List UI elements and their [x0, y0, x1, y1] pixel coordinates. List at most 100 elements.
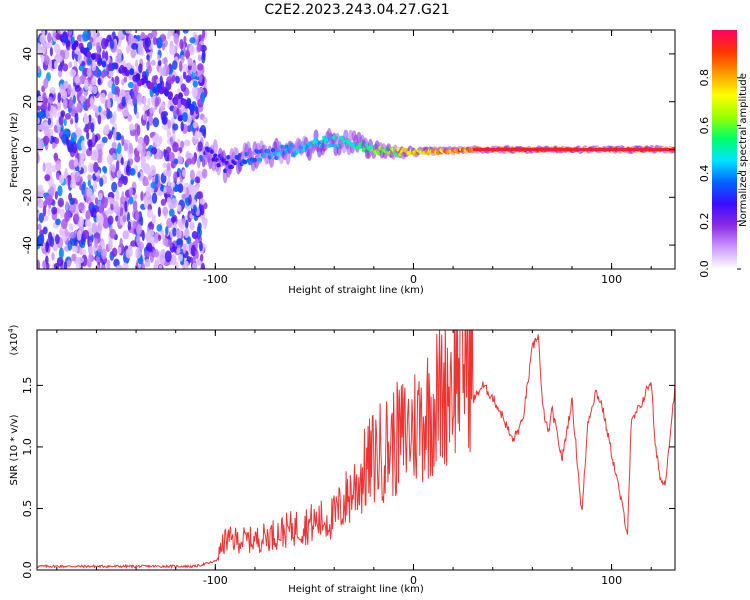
heatmap-speckle: [107, 98, 111, 110]
heatmap-diagonal-mark: [178, 92, 184, 100]
x-tick-label: 100: [601, 574, 622, 587]
heatmap-speckle: [189, 256, 193, 264]
heatmap-speckle: [122, 215, 127, 223]
heatmap-speckle: [55, 54, 63, 63]
heatmap-speckle: [41, 101, 48, 111]
heatmap-speckle: [39, 34, 47, 44]
heatmap-speckle: [43, 55, 50, 66]
heatmap-speckle: [82, 229, 90, 240]
heatmap-speckle: [98, 105, 102, 113]
heatmap-speckle: [42, 260, 47, 269]
heatmap-speckle: [181, 218, 186, 225]
heatmap-speckle: [76, 229, 82, 241]
heatmap-speckle: [57, 197, 65, 208]
heatmap-speckle: [162, 237, 169, 247]
heatmap-speckle: [166, 131, 172, 139]
heatmap-speckle: [149, 252, 154, 263]
heatmap-speckle: [94, 197, 99, 205]
spectrogram-y-ticks: -40 -20 0 20 40: [21, 47, 675, 254]
heatmap-speckle: [136, 93, 143, 104]
colorbar-tick-label: 0.2: [698, 212, 711, 230]
heatmap-speckle: [97, 69, 102, 77]
heatmap-halo-mark: [285, 151, 291, 165]
heatmap-speckle: [49, 46, 53, 57]
heatmap-speckle: [69, 231, 76, 239]
heatmap-speckle: [178, 60, 183, 72]
heatmap-speckle: [192, 138, 199, 145]
heatmap-speckle: [191, 156, 196, 165]
heatmap-speckle: [74, 171, 81, 183]
heatmap-speckle: [43, 126, 50, 138]
heatmap-speckle: [51, 165, 57, 173]
heatmap-speckle: [87, 57, 92, 66]
heatmap-speckle: [157, 59, 162, 66]
heatmap-speckle: [74, 245, 78, 253]
heatmap-speckle: [137, 257, 144, 265]
heatmap-speckle: [125, 164, 130, 173]
heatmap-speckle: [160, 198, 167, 206]
heatmap-speckle: [182, 243, 187, 254]
heatmap-speckle: [49, 236, 55, 248]
heatmap-speckle: [153, 262, 158, 269]
heatmap-speckle: [75, 127, 82, 138]
heatmap-speckle: [62, 63, 69, 72]
heatmap-speckle: [122, 175, 128, 186]
heatmap-speckle: [86, 187, 93, 199]
heatmap-diagonal-mark: [137, 79, 143, 87]
heatmap-speckle: [140, 191, 144, 202]
heatmap-diagonal-mark: [190, 104, 196, 112]
heatmap-speckle: [192, 262, 198, 269]
heatmap-speckle: [173, 171, 178, 182]
heatmap-speckle: [45, 109, 49, 118]
heatmap-speckle: [42, 205, 47, 217]
heatmap-speckle: [62, 81, 68, 91]
heatmap-speckle: [122, 262, 128, 269]
heatmap-speckle: [186, 236, 192, 245]
heatmap-speckle: [172, 227, 177, 237]
heatmap-speckle: [127, 81, 134, 89]
heatmap-speckle: [84, 98, 91, 109]
heatmap-speckle: [190, 185, 196, 197]
heatmap-speckle: [154, 97, 160, 108]
heatmap-speckle: [194, 176, 201, 184]
heatmap-speckle: [167, 176, 171, 187]
snr-panel: -100 0 100 0.0 0.5 1.0 1.5 Height of straight…: [7, 324, 676, 595]
x-tick-label: -100: [203, 273, 228, 286]
heatmap-speckle: [197, 63, 204, 71]
heatmap-speckle: [66, 259, 72, 268]
heatmap-speckle: [180, 140, 185, 149]
heatmap-speckle: [144, 258, 151, 268]
heatmap-speckle: [55, 218, 61, 226]
spectrogram-y-axis-label: Frequency (Hz): [9, 112, 20, 188]
heatmap-speckle: [169, 240, 173, 248]
heatmap-speckle: [82, 30, 89, 42]
y-tick-label: 0: [21, 146, 34, 153]
heatmap-speckle: [78, 64, 85, 72]
heatmap-speckle: [103, 166, 108, 174]
heatmap-speckle: [194, 238, 199, 249]
heatmap-speckle: [79, 183, 83, 191]
heatmap-speckle: [100, 248, 107, 260]
heatmap-speckle: [177, 115, 184, 122]
heatmap-speckle: [156, 37, 163, 49]
heatmap-speckle: [71, 49, 75, 61]
heatmap-speckle: [88, 139, 93, 151]
heatmap-speckle: [114, 75, 120, 86]
heatmap-speckle: [177, 183, 184, 193]
heatmap-speckle: [157, 206, 161, 218]
heatmap-speckle: [91, 222, 98, 234]
heatmap-speckle: [61, 89, 68, 100]
heatmap-speckle: [166, 196, 171, 206]
heatmap-speckle: [100, 264, 106, 269]
heatmap-speckle: [170, 253, 177, 266]
heatmap-speckle: [124, 200, 128, 213]
heatmap-speckle: [53, 43, 61, 54]
heatmap-diagonal-mark: [101, 60, 107, 68]
heatmap-speckle: [120, 157, 124, 166]
heatmap-speckle: [184, 228, 190, 239]
heatmap-speckle: [147, 97, 151, 110]
heatmap-speckle: [128, 187, 134, 197]
y-tick-label: 40: [21, 47, 34, 61]
heatmap-speckle: [108, 70, 114, 78]
heatmap-speckle: [174, 184, 179, 193]
